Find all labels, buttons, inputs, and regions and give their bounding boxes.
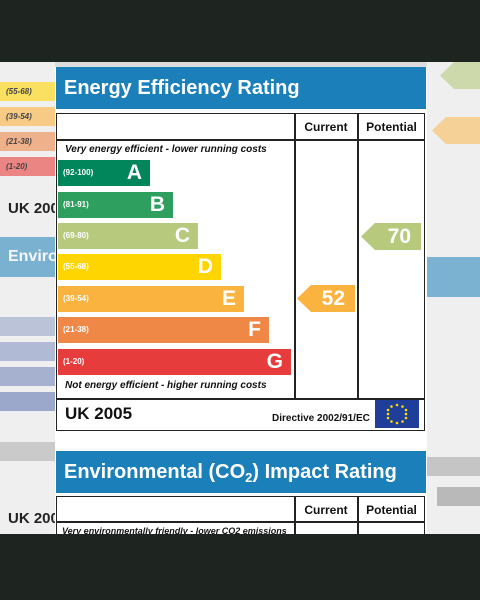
bottom-note: Not energy efficient - higher running co… [65, 380, 267, 391]
band-range: (69-80) [63, 231, 89, 240]
ghost-env-band [0, 392, 56, 411]
column-divider [294, 496, 296, 534]
ghost-band [0, 82, 56, 101]
env-top-note: Very environmentally friendly - lower CO… [62, 526, 287, 534]
band-c: (69-80) C [58, 223, 198, 249]
column-divider [357, 496, 359, 534]
ghost-env-band [0, 317, 56, 336]
column-divider [294, 113, 296, 399]
ghost-env-band [437, 487, 480, 506]
band-letter: A [126, 161, 142, 184]
ghost-env-band [427, 457, 480, 476]
band-letter: B [149, 193, 165, 216]
band-d: (55-68) D [58, 254, 221, 280]
potential-rating-value: 70 [387, 225, 411, 248]
band-letter: G [266, 350, 283, 373]
column-header-current: Current [304, 120, 348, 134]
env-title-post: ) Impact Rating [252, 461, 397, 483]
ghost-env-title-right [427, 257, 480, 297]
ghost-band-range: (21-38) [6, 137, 32, 146]
ghost-env-band [0, 442, 56, 461]
footer-divider [56, 398, 425, 400]
band-b: (81-91) B [58, 192, 173, 218]
band-range: (39-54) [63, 294, 89, 303]
ghost-country: UK 2005 [8, 200, 68, 217]
ghost-band-range: (39-54) [6, 112, 32, 121]
band-range: (1-20) [63, 357, 85, 366]
band-letter: D [197, 255, 213, 278]
ghost-country: UK 2005 [8, 510, 68, 527]
ghost-band-range: (1-20) [6, 162, 28, 171]
directive-label: Directive 2002/91/EC [272, 413, 370, 424]
energy-rating-title: Energy Efficiency Rating [56, 67, 426, 109]
band-a: (92-100) A [58, 160, 150, 186]
country-label: UK 2005 [65, 404, 133, 423]
band-range: (55-68) [63, 262, 89, 271]
env-title-pre: Environmental (CO [64, 461, 246, 483]
band-letter: C [174, 224, 190, 247]
top-note: Very energy efficient - lower running co… [65, 144, 267, 155]
band-g: (1-20) G [58, 349, 291, 375]
column-header-potential: Potential [366, 120, 417, 134]
band-range: (92-100) [63, 168, 94, 177]
ghost-band [0, 107, 56, 126]
band-letter: E [221, 287, 236, 310]
band-letter: F [248, 318, 261, 341]
env-column-header-potential: Potential [366, 503, 417, 517]
potential-rating-arrow: 70 [361, 223, 421, 250]
header-divider [56, 139, 425, 141]
ghost-band [0, 132, 56, 151]
band-e: (39-54) E [58, 286, 244, 312]
ghost-env-band [0, 342, 56, 361]
energy-rating-table [56, 113, 425, 431]
ghost-env-title: Environmental (CO [0, 237, 55, 277]
column-divider [357, 113, 359, 399]
band-range: (21-38) [63, 325, 89, 334]
band-range: (81-91) [63, 200, 89, 209]
ghost-env-band [0, 367, 56, 386]
environmental-rating-title: Environmental (CO2) Impact Rating [56, 451, 426, 493]
eu-flag-icon [375, 400, 419, 428]
energy-label-card: Energy Efficiency Rating Current Potenti… [55, 67, 427, 534]
current-rating-value: 52 [321, 287, 345, 310]
environmental-rating-table [56, 496, 425, 534]
header-divider [56, 521, 425, 523]
env-column-header-current: Current [304, 503, 348, 517]
ghost-band [0, 157, 56, 176]
env-title-sub: 2 [245, 470, 253, 485]
current-rating-arrow: 52 [297, 285, 355, 312]
ghost-band-range: (55-68) [6, 87, 32, 96]
band-f: (21-38) F [58, 317, 269, 343]
